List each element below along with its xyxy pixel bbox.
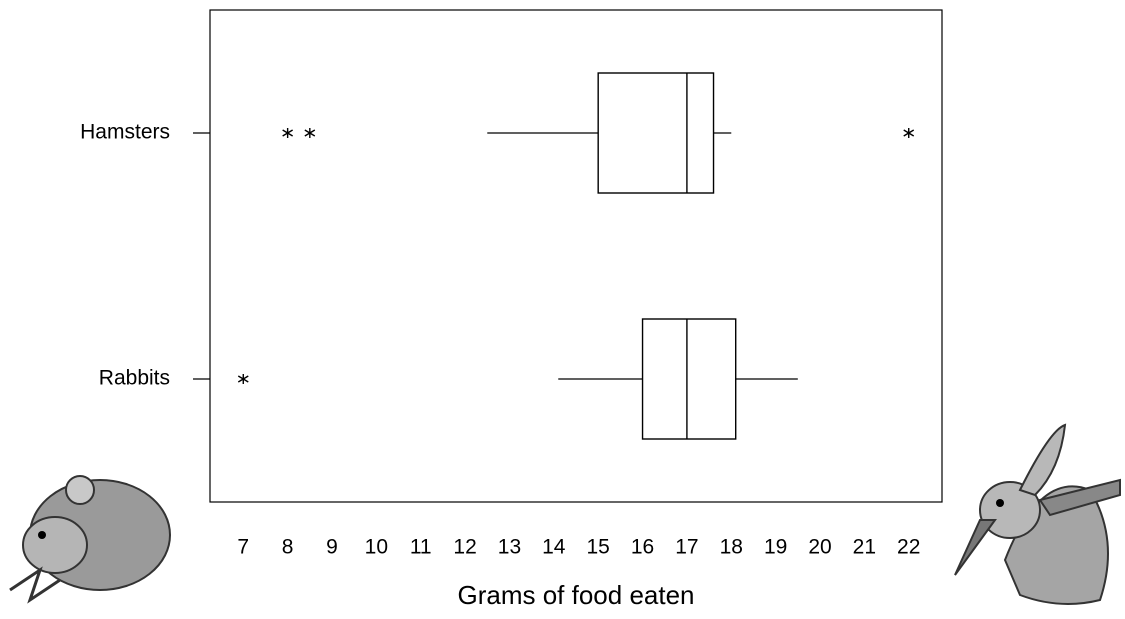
x-tick-label: 10	[365, 536, 388, 559]
x-tick-label: 22	[897, 536, 920, 559]
outlier	[283, 128, 293, 138]
y-tick-label: Hamsters	[80, 121, 170, 144]
x-tick-label: 9	[326, 536, 338, 559]
x-tick-label: 12	[453, 536, 476, 559]
rabbit-illustration	[955, 425, 1120, 604]
x-tick-label: 15	[587, 536, 610, 559]
x-tick-label: 8	[282, 536, 294, 559]
x-tick-label: 17	[675, 536, 698, 559]
outlier	[305, 128, 315, 138]
chart: Grams of food eaten 7 8 9 10 11 12 13 14 15 16 17 1…	[0, 0, 1125, 614]
x-tick-label: 18	[720, 536, 743, 559]
x-tick-label: 20	[808, 536, 831, 559]
x-tick-label: 11	[410, 536, 432, 559]
box	[643, 319, 736, 439]
x-tick-label: 14	[542, 536, 566, 559]
x-tick-label: 19	[764, 536, 787, 559]
x-tick-label: 21	[853, 536, 876, 559]
x-tick-label: 13	[498, 536, 521, 559]
x-tick-label: 16	[631, 536, 654, 559]
y-tick-label: Rabbits	[99, 367, 170, 390]
page: {"chart_data": { "type": "box", "xlabel"…	[0, 0, 1125, 614]
outlier	[238, 374, 248, 384]
hamster-illustration	[10, 476, 170, 600]
x-axis-label: Grams of food eaten	[457, 580, 694, 610]
x-tick-label: 7	[237, 536, 249, 559]
outlier	[904, 128, 914, 138]
box	[598, 73, 713, 193]
plot-frame	[210, 10, 942, 502]
